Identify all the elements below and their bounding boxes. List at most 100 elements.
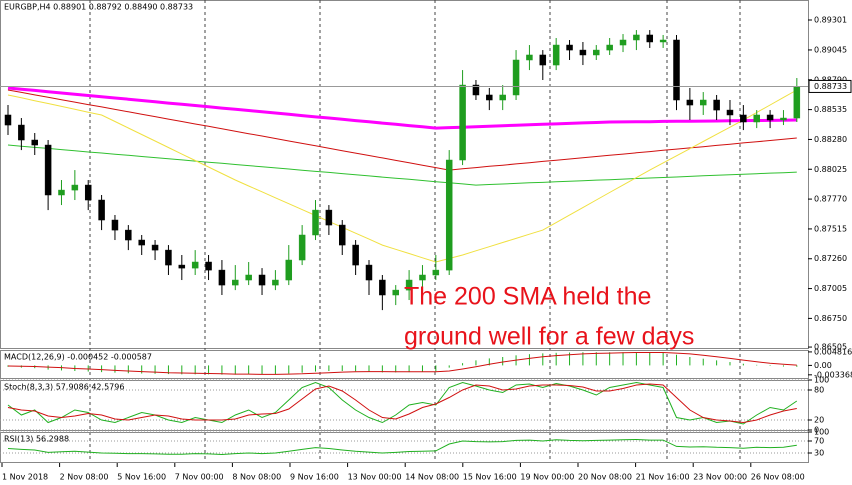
candle-body	[780, 117, 787, 121]
y-tick-label: 80	[814, 386, 824, 395]
panel-frame	[0, 432, 809, 463]
candle-body	[419, 274, 426, 281]
y-tick-label: 0.86750	[814, 314, 847, 323]
candle-body	[713, 99, 720, 111]
x-tick-label: 20 Nov 08:00	[578, 473, 632, 482]
annotation: The 200 SMA held the	[404, 283, 651, 311]
y-tick-label: 70	[814, 437, 824, 446]
series-line	[7, 89, 797, 171]
y-tick-label: 0.87770	[814, 195, 847, 204]
candle-body	[339, 224, 346, 246]
candle-body	[472, 84, 480, 96]
candle-body	[84, 184, 92, 201]
candle-body	[125, 229, 132, 241]
x-tick-label: 26 Nov 08:00	[751, 473, 805, 482]
candle-body	[245, 274, 252, 281]
candle-body	[512, 59, 520, 96]
candle-body	[325, 209, 333, 226]
x-tick-label: 15 Nov 16:00	[463, 473, 517, 482]
y-tick-label: 0.87515	[814, 224, 847, 233]
candle-body	[405, 279, 413, 291]
y-tick-label: 0.88025	[814, 165, 847, 174]
y-tick-label: 0.88790	[814, 75, 847, 84]
candle-body	[4, 114, 12, 126]
candle-body	[191, 261, 199, 269]
x-tick-label: 19 Nov 00:00	[520, 473, 574, 482]
chart-title: EURGBP,H4 0.88901 0.88792 0.88490 0.8873…	[4, 3, 193, 12]
last-price-box	[808, 79, 852, 93]
x-tick-label: 2 Nov 08:00	[60, 473, 109, 482]
panel-frame	[0, 0, 809, 349]
series-line	[7, 89, 798, 263]
candle-body	[593, 49, 600, 56]
candle-body	[445, 159, 453, 271]
panel-title: Stoch(8,3,3) 57.9086 42.5796	[4, 383, 124, 392]
x-tick-label: 21 Nov 16:00	[636, 473, 690, 482]
y-tick-label: 20	[814, 416, 824, 425]
y-tick-label: 30	[814, 449, 824, 458]
candle-body	[392, 289, 399, 296]
candle-body	[44, 144, 52, 196]
candle-body	[499, 94, 506, 101]
series-line	[7, 144, 797, 186]
candle-body	[659, 39, 667, 43]
candle-body	[552, 44, 560, 66]
y-tick-label: 0	[814, 426, 819, 435]
candle-body	[766, 114, 774, 121]
y-tick-label: 0.88280	[814, 135, 847, 144]
panel-title: RSI(13) 56.2988	[4, 435, 69, 444]
candle-body	[432, 269, 440, 276]
candle-body	[58, 189, 65, 196]
candle-body	[218, 269, 226, 286]
y-tick-label: 0.00	[814, 361, 832, 370]
candle-body	[312, 209, 319, 236]
y-tick-label: -0.003368	[814, 370, 852, 379]
candle-body	[646, 34, 654, 43]
candle-body	[352, 244, 359, 266]
candle-body	[178, 264, 186, 269]
candle-body	[272, 279, 279, 286]
candle-body	[31, 139, 38, 146]
candle-body	[151, 244, 159, 251]
y-tick-label: 0.89045	[814, 45, 847, 54]
series-line	[7, 381, 798, 425]
candle-body	[566, 44, 573, 51]
series-line	[7, 352, 797, 375]
candle-body	[619, 39, 627, 46]
candle-body	[98, 199, 105, 221]
candle-body	[205, 261, 212, 271]
candle-body	[258, 274, 266, 286]
candle-body	[298, 234, 306, 261]
candle-body	[486, 94, 493, 101]
candle-body	[793, 86, 801, 119]
last-price-label: 0.88733	[814, 82, 847, 91]
candle-body	[606, 44, 613, 51]
candle-body	[633, 34, 640, 41]
x-tick-label: 1 Nov 2018	[2, 473, 48, 482]
series-line	[7, 438, 797, 456]
y-tick-label: 0.89301	[814, 16, 847, 25]
y-tick-label: 0.87260	[814, 254, 847, 263]
candle-body	[138, 239, 145, 246]
candle-body	[686, 99, 694, 106]
panel-title: MACD(12,26,9) -0.000452 -0.000587	[4, 353, 152, 362]
series-line	[7, 383, 797, 424]
x-tick-label: 7 Nov 00:00	[175, 473, 224, 482]
candle-body	[365, 264, 373, 281]
candle-body	[673, 39, 680, 101]
x-tick-label: 8 Nov 08:00	[232, 473, 281, 482]
y-tick-label: 0.87005	[814, 284, 847, 293]
panel-frame	[0, 350, 809, 379]
candle-body	[18, 124, 25, 141]
candle-body	[232, 279, 239, 286]
y-tick-label: 0.88535	[814, 105, 847, 114]
series-line	[7, 86, 797, 130]
x-tick-label: 5 Nov 16:00	[117, 473, 166, 482]
y-tick-label: 100	[814, 376, 829, 385]
candle-body	[726, 109, 734, 116]
candle-body	[753, 114, 760, 123]
candle-body	[699, 99, 707, 106]
candle-body	[579, 49, 587, 56]
candle-body	[526, 54, 533, 61]
